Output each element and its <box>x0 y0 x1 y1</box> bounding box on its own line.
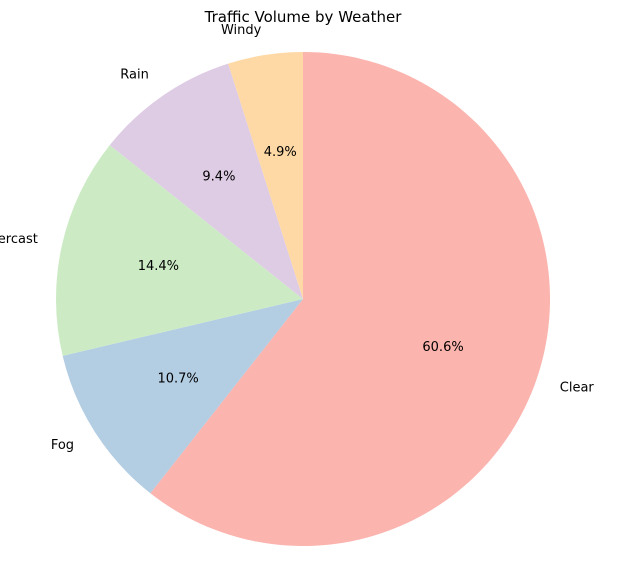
chart-title: Traffic Volume by Weather <box>204 8 403 26</box>
slice-label-clear: Clear <box>560 380 595 395</box>
pie-slices <box>56 52 550 546</box>
percent-label-rain: 9.4% <box>202 169 235 184</box>
slice-label-overcast: Overcast <box>0 232 38 247</box>
pie-slice-windy <box>228 52 303 299</box>
pie-slice-rain <box>109 63 303 299</box>
percent-label-fog: 10.7% <box>157 371 198 386</box>
pie-slice-clear <box>150 52 550 546</box>
pie-slice-fog <box>62 299 303 494</box>
percent-label-windy: 4.9% <box>264 145 297 160</box>
pie-slice-overcast <box>56 145 304 356</box>
slice-labels: Clear Fog Overcast Rain Windy <box>0 23 594 453</box>
percent-label-clear: 60.6% <box>422 340 463 355</box>
percent-labels: 60.6% 10.7% 14.4% 9.4% 4.9% <box>138 145 464 386</box>
slice-label-windy: Windy <box>221 23 262 38</box>
slice-label-fog: Fog <box>51 438 74 453</box>
slice-label-rain: Rain <box>120 68 149 83</box>
percent-label-overcast: 14.4% <box>138 259 179 274</box>
